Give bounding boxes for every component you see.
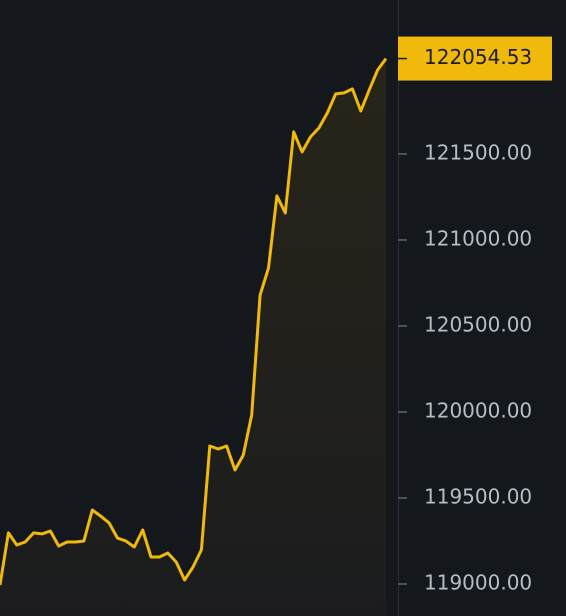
last-price-box	[398, 36, 552, 81]
area-fill	[0, 58, 386, 616]
last-price-label: 122054.53	[424, 45, 532, 69]
y-tick-label: 121000.00	[424, 226, 532, 250]
y-tick-label: 119500.00	[424, 484, 532, 508]
y-tick-label: 121500.00	[424, 140, 532, 164]
y-tick-label: 120500.00	[424, 312, 532, 336]
price-line	[0, 57, 388, 586]
y-tick-label: 119000.00	[424, 571, 532, 595]
y-tick-label: 120000.00	[424, 398, 532, 422]
